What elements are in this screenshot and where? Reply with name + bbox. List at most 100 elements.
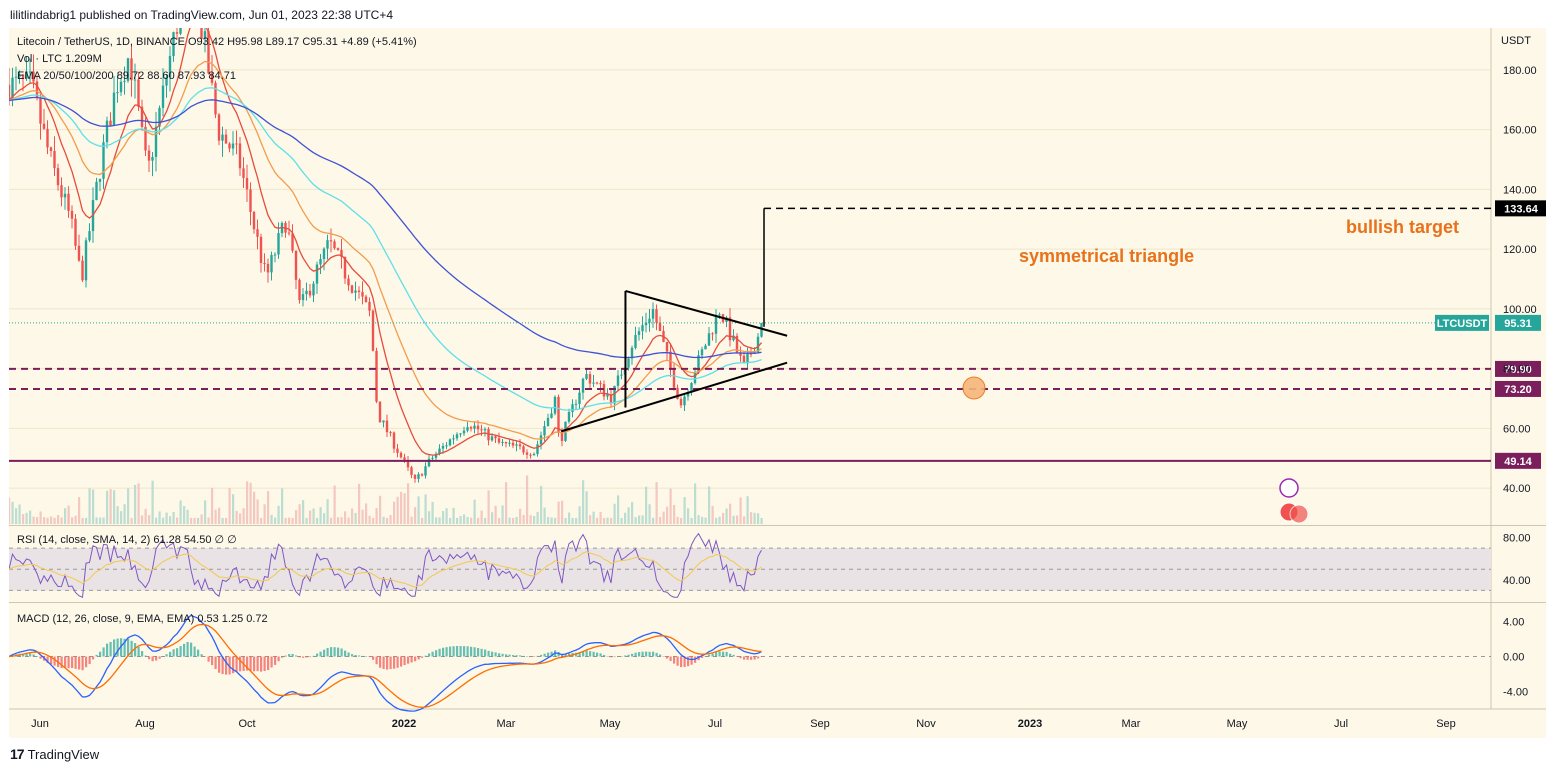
volume-bar bbox=[617, 495, 620, 524]
macd-histogram-bar bbox=[127, 638, 130, 657]
price-chart[interactable]: 79.90 73.20 49.14 LTCUSDT 95.31 133.64 symmetr… bbox=[7, 0, 1547, 738]
macd-histogram-bar bbox=[218, 656, 221, 673]
volume-bar bbox=[445, 508, 448, 524]
candle-body bbox=[203, 31, 207, 40]
macd-histogram-bar bbox=[109, 641, 112, 657]
macd-histogram-bar bbox=[358, 655, 361, 657]
candle-body bbox=[259, 236, 263, 264]
volume-bar bbox=[547, 517, 550, 524]
macd-histogram-bar bbox=[596, 652, 599, 657]
candle-body bbox=[525, 452, 529, 455]
price-tick-label: 40.00 bbox=[1503, 483, 1531, 495]
macd-histogram-bar bbox=[753, 656, 756, 660]
candle-body bbox=[67, 193, 70, 211]
candle-body bbox=[749, 353, 753, 355]
candle-body bbox=[263, 263, 266, 265]
annotation-bullish-target: bullish target bbox=[1346, 217, 1459, 237]
macd-histogram-bar bbox=[120, 638, 123, 657]
tradingview-logo[interactable]: 17 TradingView bbox=[10, 746, 99, 762]
volume-bar bbox=[120, 511, 123, 524]
volume-bar bbox=[246, 481, 249, 524]
macd-histogram-bar bbox=[214, 656, 217, 670]
macd-histogram-bar bbox=[102, 647, 105, 657]
macd-histogram-bar bbox=[368, 656, 371, 658]
candle-body bbox=[301, 294, 305, 301]
macd-histogram-bar bbox=[263, 656, 266, 672]
candle-body bbox=[616, 375, 620, 386]
candle-body bbox=[361, 292, 364, 297]
volume-bar bbox=[78, 497, 81, 524]
macd-histogram-bar bbox=[249, 656, 252, 671]
volume-bar bbox=[302, 500, 305, 524]
volume-bar bbox=[305, 517, 308, 524]
volume-bar bbox=[267, 491, 270, 524]
current-price-label: 95.31 bbox=[1504, 318, 1532, 330]
candle-body bbox=[287, 232, 291, 234]
price-tick-label: 160.00 bbox=[1503, 125, 1537, 137]
volume-bar bbox=[421, 517, 424, 524]
macd-histogram-bar bbox=[46, 656, 49, 663]
macd-histogram-bar bbox=[676, 656, 679, 666]
macd-histogram-bar bbox=[393, 656, 396, 669]
volume-bar bbox=[736, 515, 739, 524]
volume-bar bbox=[281, 488, 284, 524]
volume-bar bbox=[648, 504, 651, 524]
candle-body bbox=[238, 143, 242, 169]
volume-bar bbox=[634, 517, 637, 524]
volume-bar bbox=[522, 514, 525, 524]
volume-bar bbox=[477, 517, 480, 524]
candle-body bbox=[546, 417, 550, 427]
volume-bar bbox=[480, 510, 483, 524]
ticker-label: LTCUSDT bbox=[1437, 318, 1488, 330]
legend-volume-line: Vol · LTC 1.209M bbox=[17, 53, 102, 65]
volume-bar bbox=[319, 507, 322, 524]
macd-histogram-bar bbox=[592, 651, 595, 657]
volume-bar bbox=[456, 517, 459, 524]
candle-body bbox=[7, 84, 11, 101]
volume-bar bbox=[379, 495, 382, 524]
candle-body bbox=[438, 448, 441, 454]
macd-histogram-bar bbox=[442, 647, 445, 657]
candle-body bbox=[634, 334, 637, 348]
macd-histogram-bar bbox=[351, 654, 354, 657]
volume-bar bbox=[8, 497, 11, 524]
macd-histogram-bar bbox=[95, 654, 98, 657]
macd-histogram-bar bbox=[295, 655, 298, 657]
candle-body bbox=[413, 474, 417, 479]
macd-histogram-bar bbox=[417, 656, 420, 660]
volume-bar bbox=[603, 517, 606, 524]
volume-bar bbox=[53, 517, 56, 524]
candle-body bbox=[123, 80, 126, 82]
candle-body bbox=[53, 151, 56, 169]
candle-body bbox=[60, 185, 63, 198]
candle-body bbox=[609, 394, 613, 404]
candle-body bbox=[172, 32, 175, 57]
candle-body bbox=[28, 71, 32, 73]
macd-histogram-bar bbox=[141, 651, 144, 657]
candle-body bbox=[214, 82, 217, 115]
candle-body bbox=[294, 250, 298, 280]
macd-histogram-bar bbox=[428, 653, 431, 657]
macd-histogram-bar bbox=[155, 656, 158, 661]
candle-body bbox=[518, 444, 522, 447]
macd-histogram-bar bbox=[757, 656, 760, 659]
time-tick-label: Jul bbox=[708, 718, 722, 730]
volume-bar bbox=[81, 517, 84, 524]
volume-bar bbox=[571, 518, 574, 524]
volume-bar bbox=[253, 491, 256, 524]
macd-histogram-bar bbox=[316, 653, 319, 657]
volume-bar bbox=[403, 493, 406, 524]
volume-bar bbox=[610, 517, 613, 524]
macd-tick-label: 0.00 bbox=[1503, 652, 1524, 664]
volume-bar bbox=[638, 515, 641, 524]
macd-histogram-bar bbox=[137, 646, 140, 657]
macd-histogram-bar bbox=[606, 655, 609, 657]
candle-body bbox=[627, 358, 630, 368]
macd-histogram-bar bbox=[50, 656, 53, 665]
macd-histogram-bar bbox=[627, 654, 630, 657]
candle-body bbox=[658, 322, 662, 332]
chart-container[interactable]: 79.90 73.20 49.14 LTCUSDT 95.31 133.64 symmetr… bbox=[7, 0, 1547, 738]
macd-histogram-bar bbox=[270, 656, 273, 668]
candle-body bbox=[126, 58, 130, 81]
candle-body bbox=[333, 241, 336, 249]
